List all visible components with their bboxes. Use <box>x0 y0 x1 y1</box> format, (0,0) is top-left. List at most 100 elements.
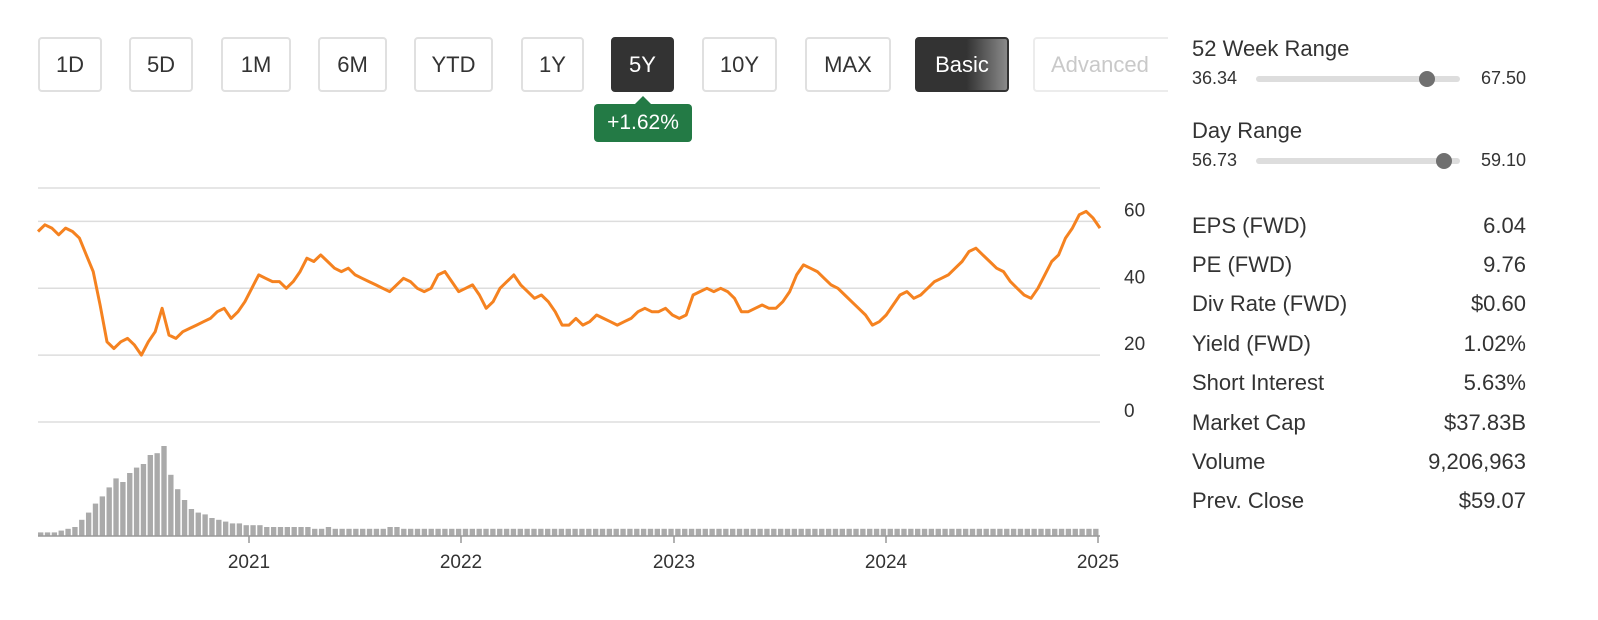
volume-bar <box>161 446 167 536</box>
volume-bar <box>236 523 243 536</box>
stat-value: 6.04 <box>1483 212 1526 238</box>
period-button-1m[interactable]: 1M <box>221 37 291 92</box>
volume-bar <box>120 482 126 536</box>
volume-bar <box>682 528 688 536</box>
volume-bar <box>709 528 715 536</box>
volume-bar <box>503 528 510 536</box>
volume-bar <box>469 528 476 536</box>
volume-bar <box>723 528 729 536</box>
stat-label: Market Cap <box>1192 409 1306 435</box>
volume-bar <box>380 528 386 536</box>
day-range-title: Day Range <box>1192 118 1303 143</box>
volume-bar <box>647 528 654 536</box>
volume-bar <box>85 512 92 536</box>
volume-bar <box>284 527 291 536</box>
volume-bar <box>551 528 558 536</box>
volume-bar <box>730 528 736 536</box>
volume-bar <box>688 528 695 536</box>
volume-bar <box>524 528 530 536</box>
volume-bar <box>257 525 263 536</box>
period-button-1y[interactable]: 1Y <box>521 37 584 92</box>
period-button-5d[interactable]: 5D <box>129 37 193 92</box>
volume-bar <box>675 528 681 536</box>
stats-panel: 52 Week Range 36.34 67.50 Day Range 56.7… <box>1192 36 1526 521</box>
volume-bar <box>462 528 469 536</box>
volume-bar <box>771 528 777 536</box>
period-button-1d[interactable]: 1D <box>38 37 102 92</box>
volume-bar <box>51 532 58 536</box>
volume-bar <box>1093 528 1099 536</box>
volume-bar <box>915 528 921 536</box>
volume-bar <box>757 528 763 536</box>
volume-bar <box>202 514 208 536</box>
volume-bar <box>1058 528 1065 536</box>
volume-bar <box>846 528 852 536</box>
period-button-5y[interactable]: 5Y <box>611 37 674 92</box>
volume-bar <box>825 528 832 536</box>
volume-bar <box>1045 528 1051 536</box>
volume-bar <box>510 528 517 536</box>
volume-bar <box>613 528 619 536</box>
volume-bar <box>887 528 893 536</box>
price-line <box>36 209 1102 357</box>
volume-bar <box>928 528 935 536</box>
volume-bar <box>558 528 565 536</box>
stat-row-pe: PE (FWD) 9.76 <box>1192 245 1526 284</box>
volume-bar <box>839 528 845 536</box>
volume-bar <box>476 528 482 536</box>
day-high: 59.10 <box>1480 150 1526 170</box>
volume-bar <box>366 528 373 536</box>
volume-bar <box>867 528 873 536</box>
volume-bar <box>1079 528 1085 536</box>
volume-bar <box>346 528 352 536</box>
volume-bar <box>668 528 674 536</box>
volume-bar <box>997 528 1003 536</box>
volume-bar <box>990 528 996 536</box>
volume-bar <box>195 512 201 536</box>
volume-bar <box>243 525 249 536</box>
period-button-10y[interactable]: 10Y <box>702 37 777 92</box>
x-tick-label: 2024 <box>865 552 908 573</box>
volume-bar <box>421 528 428 536</box>
volume-bar <box>764 528 770 536</box>
volume-bar <box>545 528 551 536</box>
grid-layer <box>38 187 1100 423</box>
stat-label: Volume <box>1192 449 1266 475</box>
stat-label: Div Rate (FWD) <box>1192 291 1348 317</box>
volume-bar <box>716 528 722 536</box>
volume-bar <box>181 500 188 536</box>
period-button-max[interactable]: MAX <box>805 37 891 92</box>
volume-bar <box>1017 528 1024 536</box>
basic-mode-button[interactable]: Basic <box>915 37 1009 92</box>
price-line-layer <box>36 209 1102 357</box>
volume-bar <box>401 528 407 536</box>
volume-bar <box>353 528 359 536</box>
stat-label: EPS (FWD) <box>1192 212 1307 238</box>
volume-bar <box>702 528 708 536</box>
volume-bar <box>373 528 380 536</box>
volume-bar <box>654 528 660 536</box>
volume-bar <box>1031 528 1037 536</box>
volume-bar <box>339 528 345 536</box>
volume-bar <box>908 528 914 536</box>
stat-value: 5.63% <box>1463 370 1526 396</box>
volume-bar <box>298 527 304 536</box>
advanced-mode-button[interactable]: Advanced <box>1033 37 1168 92</box>
volume-bar <box>92 503 99 536</box>
volume-bar <box>360 528 366 536</box>
volume-bar <box>312 528 318 536</box>
price-chart: 60 40 20 0 2021 2022 2023 2024 2025 <box>36 187 1145 573</box>
volume-bar <box>565 528 571 536</box>
period-button-ytd[interactable]: YTD <box>414 37 493 92</box>
volume-bar <box>949 528 955 536</box>
volume-bar <box>483 528 489 536</box>
volume-bar <box>229 523 236 536</box>
period-button-6m[interactable]: 6M <box>318 37 387 92</box>
volume-bar <box>853 528 859 536</box>
volume-bar <box>79 519 85 536</box>
volume-bar <box>455 528 462 536</box>
x-tick-label: 2022 <box>440 552 482 573</box>
volume-bar <box>976 528 983 536</box>
day-range-marker <box>1435 153 1452 169</box>
volume-bar <box>750 528 756 536</box>
